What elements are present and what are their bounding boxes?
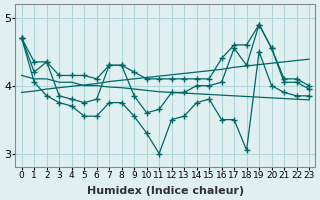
X-axis label: Humidex (Indice chaleur): Humidex (Indice chaleur) [87, 186, 244, 196]
